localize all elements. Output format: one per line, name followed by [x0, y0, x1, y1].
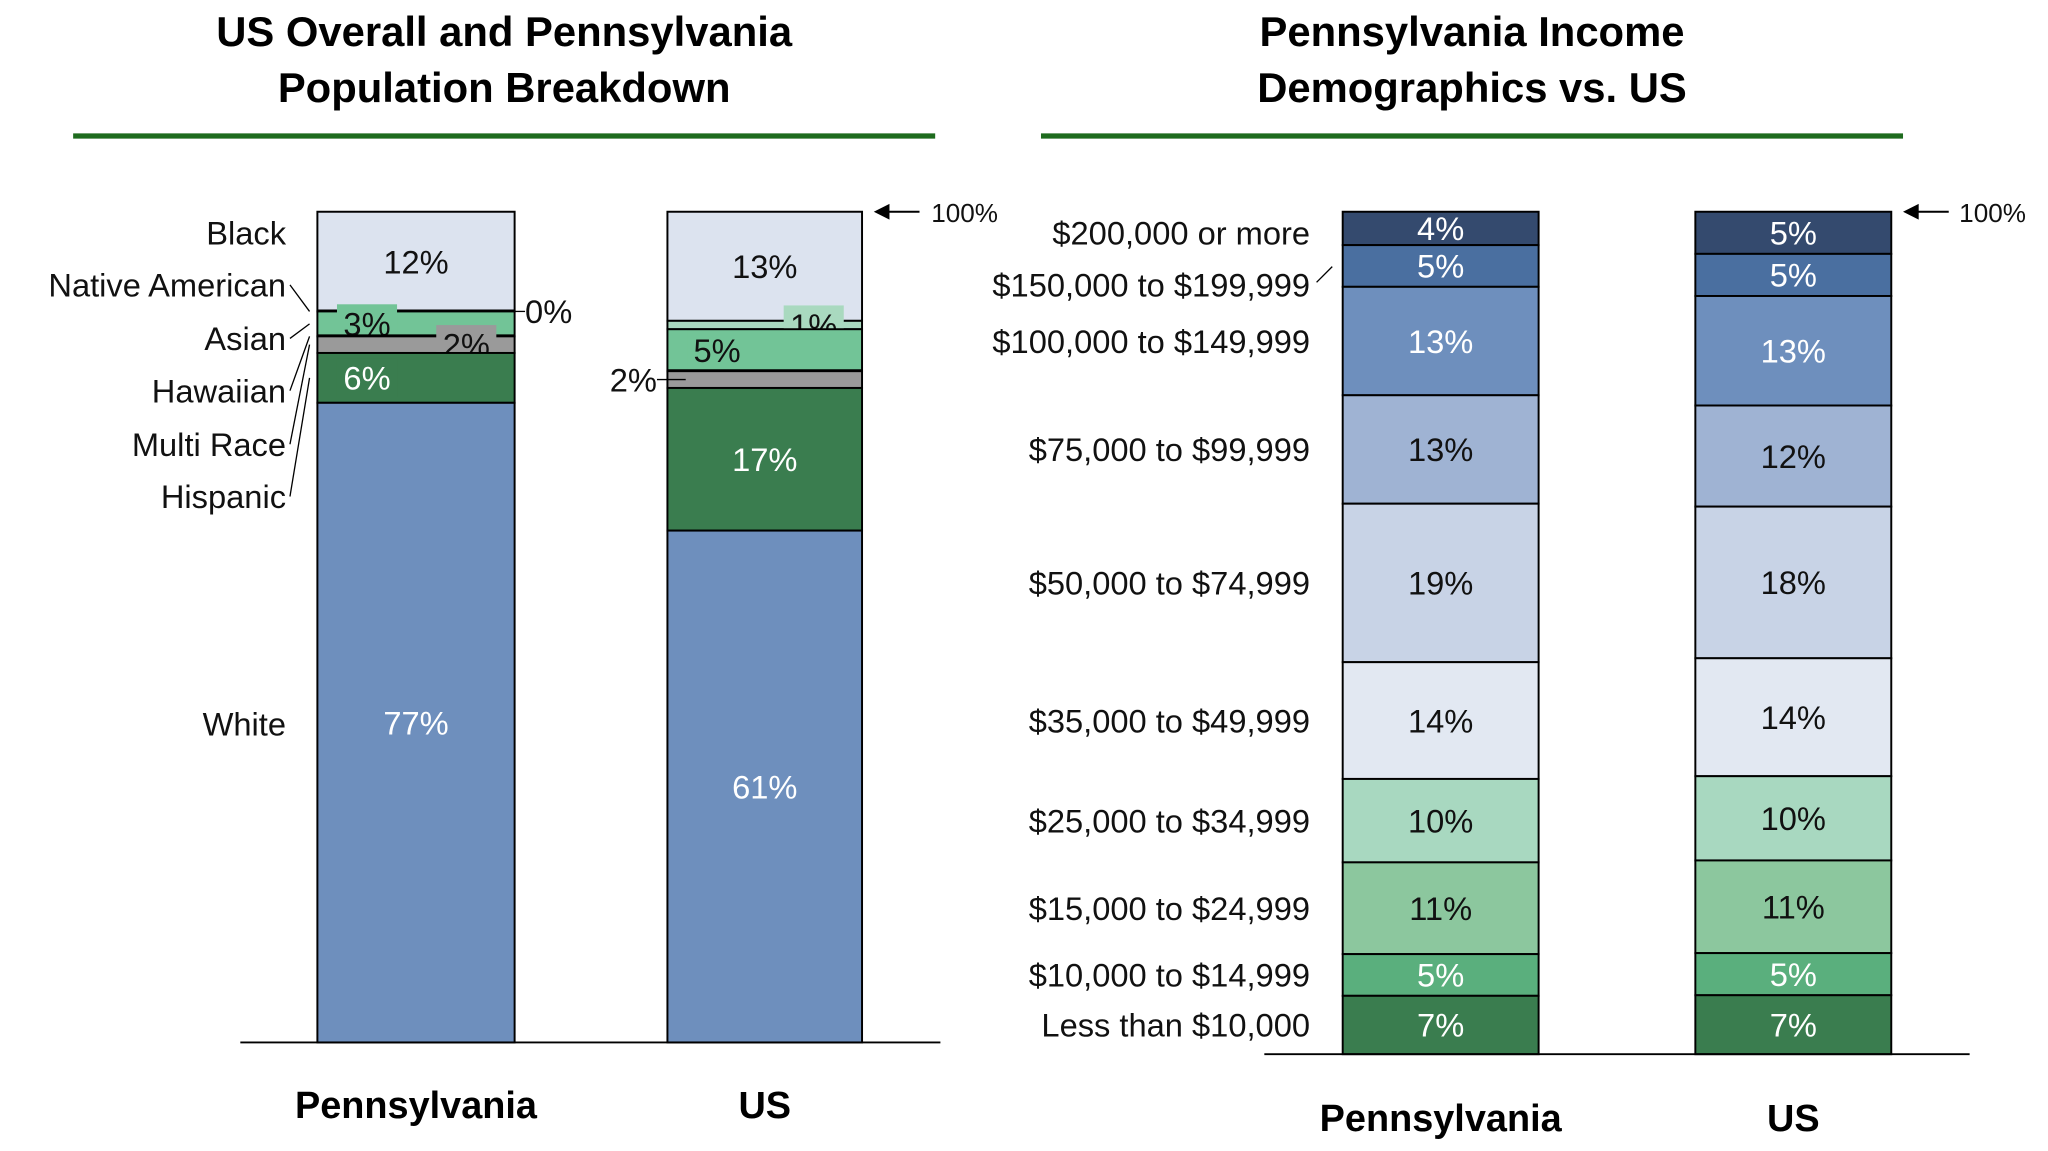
- data-label--25-000-to-34-999: 10%: [1761, 800, 1826, 837]
- segment--200-000-or-more: [1341, 210, 1540, 247]
- data-label-box-hispanic: [336, 358, 398, 398]
- leader-line: [289, 284, 311, 312]
- data-label--75-000-to-99-999: 13%: [1408, 431, 1473, 468]
- data-label--200-000-or-more: 4%: [1417, 210, 1464, 247]
- legend-label--10-000-to-14-999: $10,000 to $14,999: [1029, 957, 1310, 994]
- data-label--35-000-to-49-999: 14%: [1408, 702, 1473, 739]
- segment--100-000-to-149-999: [1341, 285, 1540, 397]
- data-label-hispanic: 17%: [732, 441, 797, 478]
- segment--15-000-to-24-999: [1694, 859, 1893, 955]
- segment-hispanic: [666, 386, 864, 532]
- segment-white: [666, 529, 864, 1044]
- data-label-hispanic: 6%: [343, 360, 390, 397]
- data-label-white: 61%: [732, 768, 797, 805]
- data-label--15-000-to-24-999: 11%: [1409, 890, 1472, 927]
- legend-label-asian: Asian: [204, 320, 286, 357]
- leader-line: [289, 344, 311, 445]
- data-label-box-asian: [687, 330, 748, 370]
- data-label-less-than-10-000: 7%: [1770, 1006, 1817, 1043]
- data-label--100-000-to-149-999: 13%: [1408, 323, 1473, 360]
- chart-title-line-1: Pennsylvania Income: [1260, 8, 1685, 55]
- top-marker-label: 100%: [931, 198, 998, 228]
- legend-label-hispanic: Hispanic: [161, 478, 286, 515]
- legend-label-white: White: [203, 706, 286, 743]
- segment--50-000-to-74-999: [1694, 505, 1893, 660]
- category-label-pennsylvania: Pennsylvania: [1320, 1098, 1563, 1140]
- segment--75-000-to-99-999: [1694, 404, 1893, 508]
- legend-label--50-000-to-74-999: $50,000 to $74,999: [1029, 565, 1310, 602]
- legend-label-native-american: Native American: [48, 267, 286, 304]
- segment--75-000-to-99-999: [1341, 394, 1540, 505]
- segment--150-000-to-199-999: [1694, 252, 1893, 297]
- data-label--35-000-to-49-999: 14%: [1761, 699, 1826, 736]
- data-label--25-000-to-34-999: 10%: [1408, 802, 1473, 839]
- data-label-less-than-10-000: 7%: [1417, 1007, 1464, 1044]
- chart-title-line-1: US Overall and Pennsylvania: [216, 8, 793, 55]
- legend-label--200-000-or-more: $200,000 or more: [1052, 214, 1310, 251]
- legend-label-hawaiian: Hawaiian: [152, 372, 286, 409]
- segment--15-000-to-24-999: [1341, 861, 1540, 956]
- data-label--50-000-to-74-999: 18%: [1761, 564, 1826, 601]
- segment--150-000-to-199-999: [1341, 244, 1540, 288]
- legend-label--75-000-to-99-999: $75,000 to $99,999: [1029, 431, 1310, 468]
- segment-multi-race: [666, 370, 864, 389]
- leader-line: [289, 336, 311, 391]
- data-label--10-000-to-14-999: 5%: [1417, 957, 1464, 994]
- segment--200-000-or-more: [1694, 210, 1893, 255]
- legend-label-less-than-10-000: Less than $10,000: [1041, 1007, 1310, 1044]
- segment-black: [666, 210, 864, 322]
- data-label--15-000-to-24-999: 11%: [1762, 889, 1825, 926]
- category-label-us: US: [1767, 1098, 1820, 1140]
- legend-label--100-000-to-149-999: $100,000 to $149,999: [992, 323, 1310, 360]
- data-label--150-000-to-199-999: 5%: [1770, 257, 1817, 294]
- legend-label--150-000-to-199-999: $150,000 to $199,999: [992, 267, 1310, 304]
- data-label--75-000-to-99-999: 12%: [1761, 438, 1826, 475]
- data-label--100-000-to-149-999: 13%: [1761, 333, 1826, 370]
- legend-label--25-000-to-34-999: $25,000 to $34,999: [1029, 802, 1310, 839]
- segment--50-000-to-74-999: [1341, 502, 1540, 664]
- segment-white: [316, 401, 516, 1044]
- data-label--10-000-to-14-999: 5%: [1770, 956, 1817, 993]
- segment-less-than-10-000: [1341, 994, 1540, 1056]
- legend-label-black: Black: [206, 214, 286, 251]
- chart-title-line-2: Demographics vs. US: [1257, 64, 1687, 111]
- segment--35-000-to-49-999: [1341, 661, 1540, 780]
- data-label-asian: 5%: [693, 332, 740, 369]
- data-label-native-american: 0%: [525, 293, 572, 330]
- data-label-black: 12%: [383, 243, 448, 280]
- legend-label--35-000-to-49-999: $35,000 to $49,999: [1029, 702, 1310, 739]
- leader-line: [289, 377, 311, 497]
- arrow-head-icon: [1903, 203, 1919, 220]
- top-marker-label: 100%: [1959, 198, 2026, 228]
- legend-label--15-000-to-24-999: $15,000 to $24,999: [1029, 890, 1310, 927]
- chart-title-line-2: Population Breakdown: [278, 64, 731, 111]
- leader-line: [1316, 266, 1333, 283]
- data-label-white: 77%: [383, 704, 448, 741]
- arrow-head-icon: [873, 203, 890, 220]
- segment--100-000-to-149-999: [1694, 295, 1893, 407]
- category-label-us: US: [738, 1085, 791, 1127]
- data-label--150-000-to-199-999: 5%: [1417, 248, 1464, 285]
- leader-line: [289, 323, 310, 339]
- data-label-multi-race: 2%: [610, 361, 657, 398]
- legend-label-multi-race: Multi Race: [132, 426, 286, 463]
- category-label-pennsylvania: Pennsylvania: [295, 1085, 538, 1127]
- data-label-black: 13%: [732, 248, 797, 285]
- data-label--200-000-or-more: 5%: [1770, 215, 1817, 252]
- segment--10-000-to-14-999: [1341, 953, 1540, 997]
- data-label--50-000-to-74-999: 19%: [1408, 565, 1473, 602]
